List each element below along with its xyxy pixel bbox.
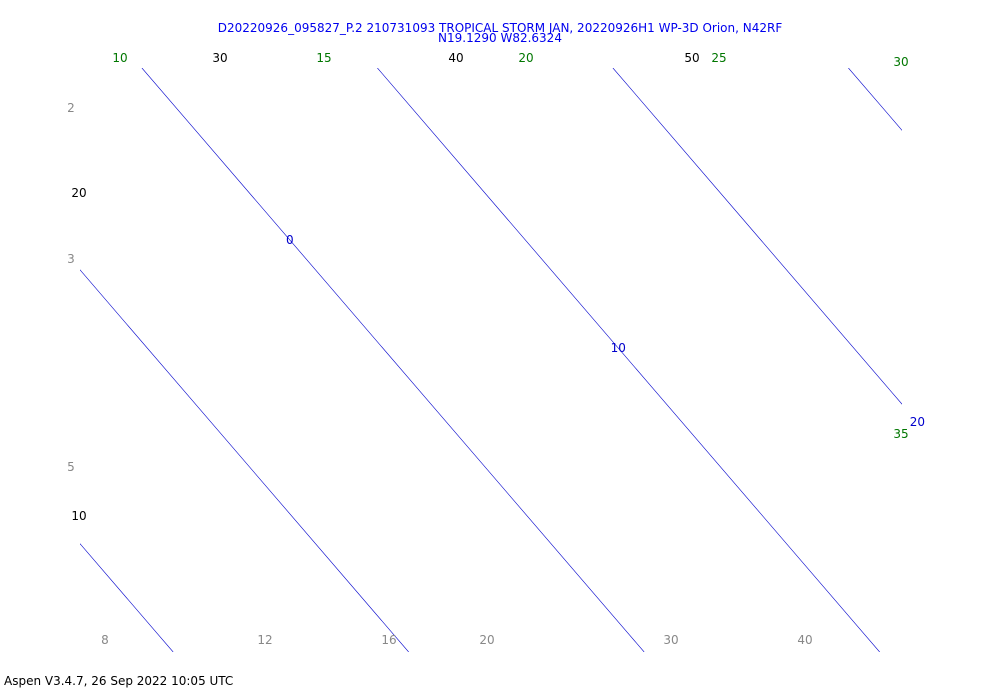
isotherm-line	[80, 543, 174, 652]
chart-title-line-1: D20220926_095827_P.2 210731093 TROPICAL …	[217, 21, 783, 35]
chart-labels: 6007008009001000-10010203010203040501015…	[67, 51, 925, 647]
moist-adiabat-label: 25	[711, 51, 726, 65]
dry-adiabat-label: 50	[684, 51, 699, 65]
moist-adiabat-label: 15	[316, 51, 331, 65]
mixing-ratio-label: 3	[67, 252, 75, 266]
mixing-ratio-label: 5	[67, 460, 75, 474]
moist-adiabat-label: 35	[893, 427, 908, 441]
moist-adiabat-label: 30	[893, 55, 908, 69]
dry-adiabat-label: 30	[212, 51, 227, 65]
isotherm-label: 20	[910, 415, 925, 429]
moist-adiabat-label: 20	[518, 51, 533, 65]
isotherm-label: 0	[286, 233, 294, 247]
isotherm-line	[80, 269, 409, 652]
moist-adiabat-label: 10	[112, 51, 127, 65]
isotherm-line	[848, 68, 902, 131]
footer-version-timestamp: Aspen V3.4.7, 26 Sep 2022 10:05 UTC	[4, 674, 234, 688]
dry-adiabat-label: 20	[71, 186, 86, 200]
dry-adiabat-label: 10	[71, 509, 86, 523]
mixing-ratio-label: 16	[381, 633, 396, 647]
isotherm-line	[141, 68, 645, 652]
isotherms	[80, 68, 902, 652]
mixing-ratio-label: 20	[479, 633, 494, 647]
isotherm-line	[612, 68, 902, 405]
mixing-ratio-label: 12	[257, 633, 272, 647]
dry-adiabat-label: 40	[448, 51, 463, 65]
chart-title-line-2: N19.1290 W82.6324	[438, 31, 562, 45]
mixing-ratio-label: 30	[663, 633, 678, 647]
mixing-ratio-label: 2	[67, 101, 75, 115]
isotherm-label: 10	[611, 341, 626, 355]
isotherm-line	[377, 68, 880, 652]
mixing-ratio-label: 8	[101, 633, 109, 647]
mixing-ratio-label: 40	[797, 633, 812, 647]
